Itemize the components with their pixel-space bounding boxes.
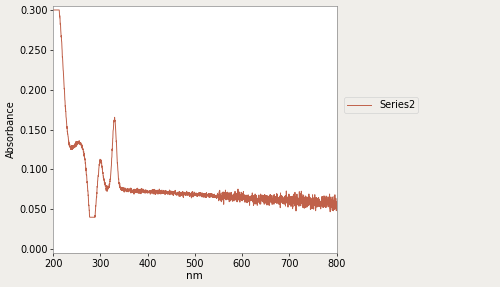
Series2 <box>89 216 95 219</box>
Line: Series2: Series2 <box>53 10 337 217</box>
Series2 <box>179 191 185 194</box>
Series2 <box>334 200 340 204</box>
Y-axis label: Absorbance: Absorbance <box>6 101 16 158</box>
Series2 <box>58 30 64 34</box>
X-axis label: nm: nm <box>186 272 203 282</box>
Series2 <box>87 216 93 219</box>
Series2 <box>72 146 78 149</box>
Legend: Series2: Series2 <box>344 97 418 113</box>
Series2 <box>50 8 56 12</box>
Series2 <box>290 197 296 200</box>
Series2 <box>81 152 87 156</box>
